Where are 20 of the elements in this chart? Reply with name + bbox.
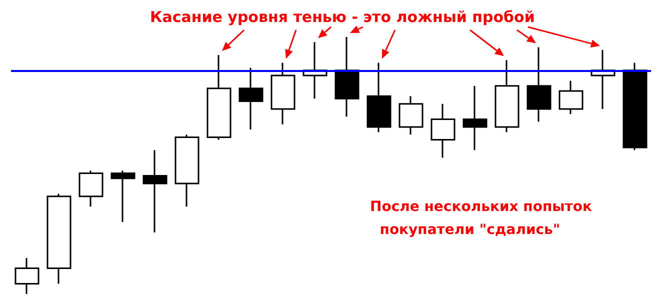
- candlestick: [206, 54, 232, 141]
- candlestick: [462, 85, 488, 151]
- candlestick: [558, 80, 584, 115]
- candlestick: [526, 46, 552, 123]
- candlestick: [334, 37, 360, 118]
- candlestick: [78, 170, 104, 208]
- candlestick: [46, 193, 72, 284]
- annotation: После нескольких попыток покупатели "сдались": [370, 198, 592, 240]
- candlestick: [430, 103, 456, 159]
- candlestick: [366, 62, 392, 133]
- candlestick: [142, 149, 168, 234]
- candlestick: [14, 257, 40, 294]
- candlestick: [174, 134, 200, 208]
- text: Касание уровня тенью - это ложный пробой: [150, 7, 535, 28]
- candlestick: [110, 170, 136, 223]
- candlestick: [398, 95, 424, 136]
- candlestick: [238, 67, 264, 130]
- candlestick: [622, 62, 648, 151]
- candlestick: [494, 59, 520, 133]
- candlestick: [270, 62, 296, 126]
